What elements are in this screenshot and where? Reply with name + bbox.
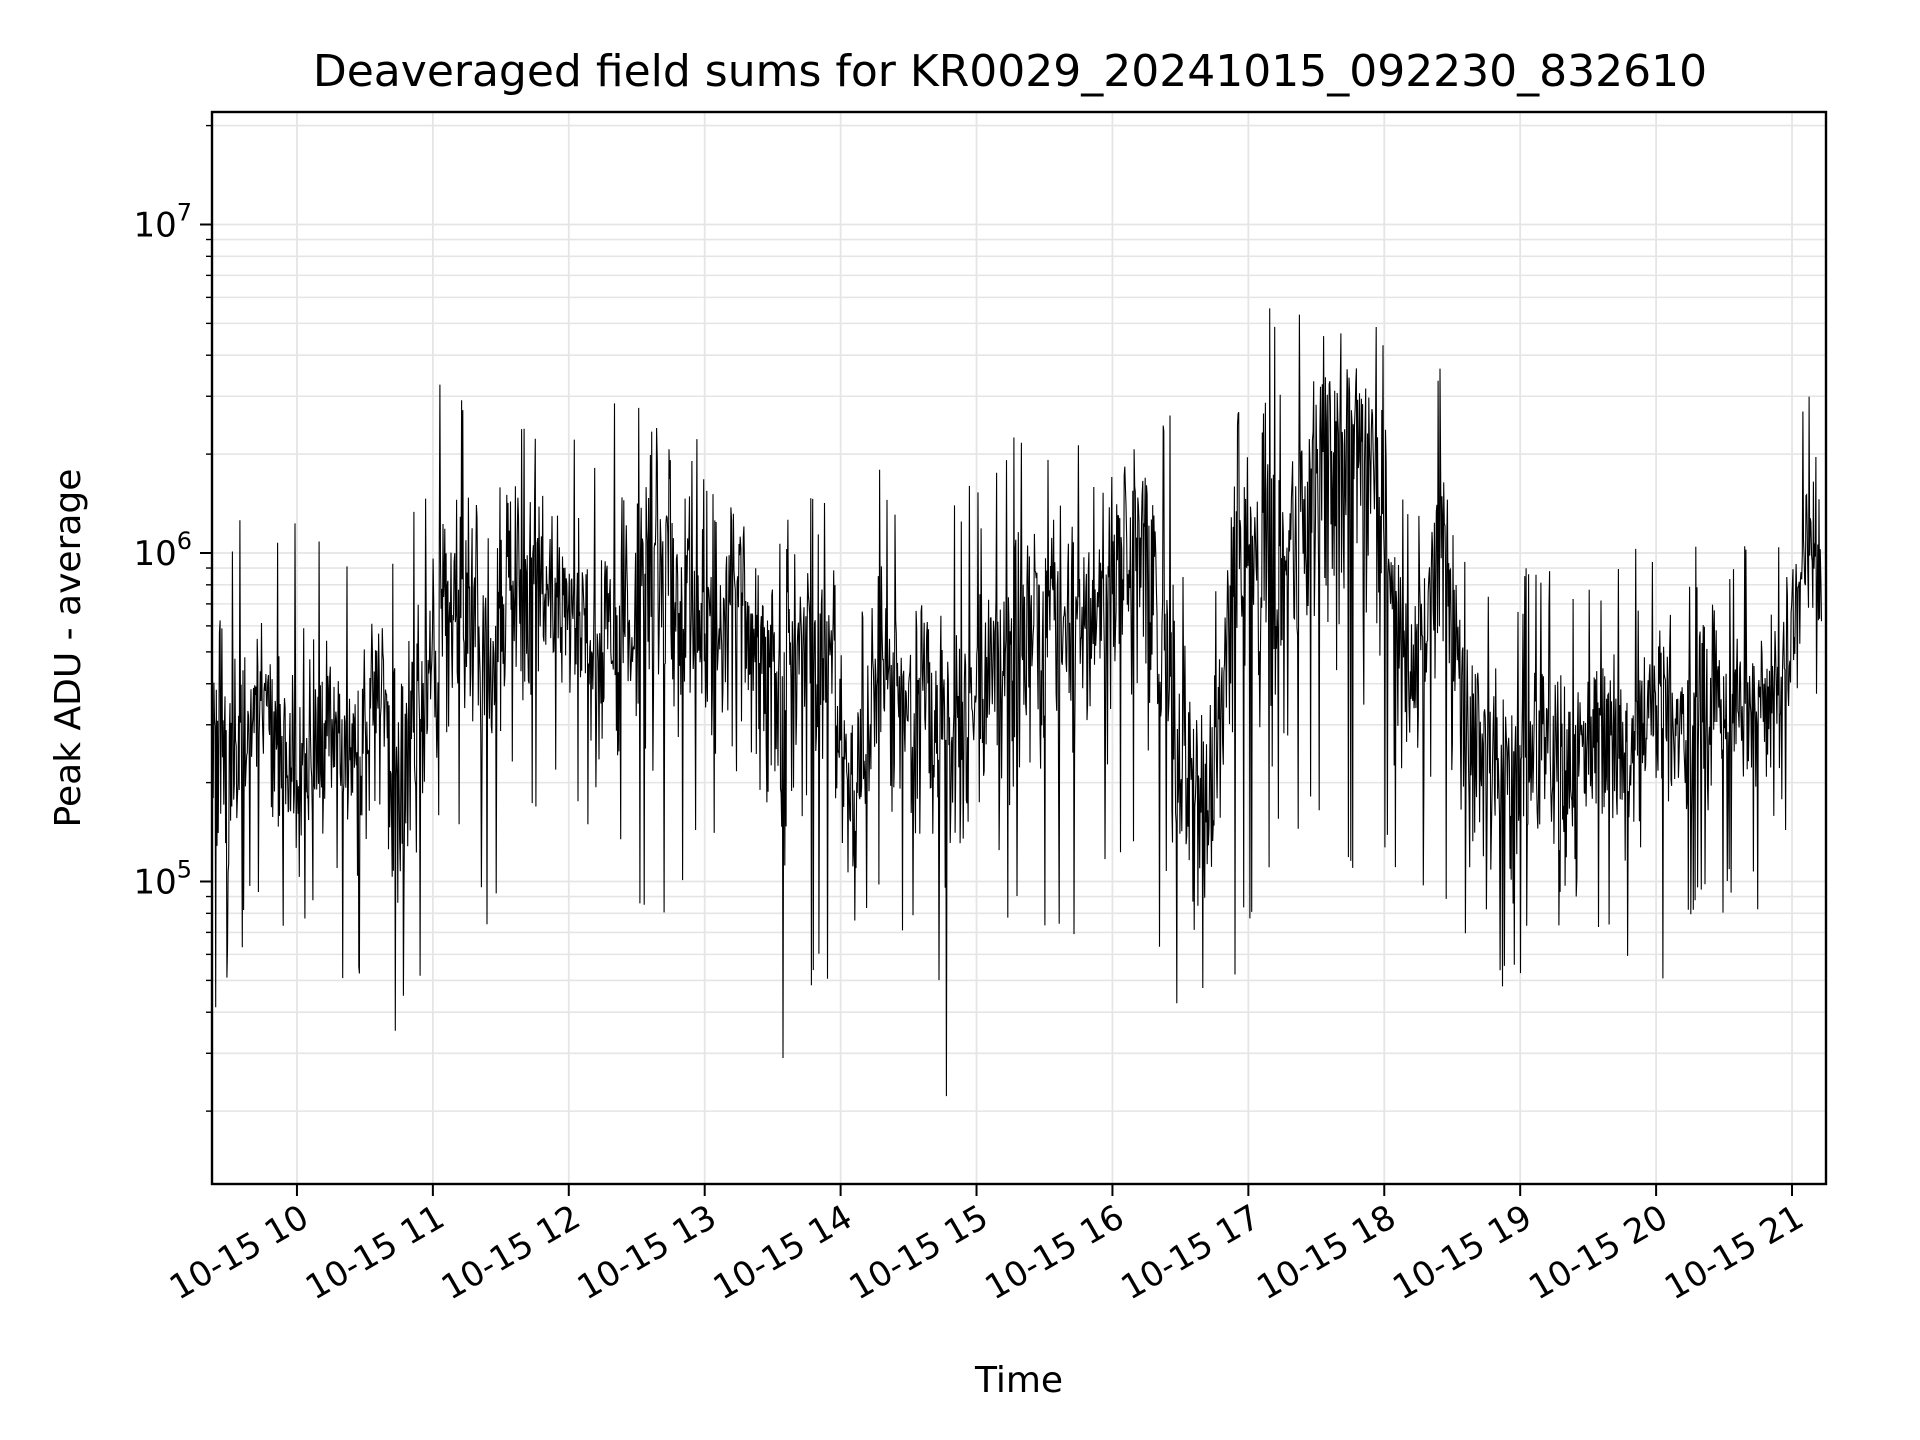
y-axis-label: Peak ADU - average xyxy=(48,469,89,828)
y-tick-label: 106 xyxy=(133,527,192,574)
y-axis: 105 106 107 xyxy=(133,124,212,1112)
plot-area xyxy=(212,308,1823,1097)
y-tick-label: 105 xyxy=(133,856,192,903)
series-line xyxy=(212,308,1823,1097)
plot-frame xyxy=(210,110,1828,1186)
y-tick-label: 107 xyxy=(133,198,192,245)
x-axis-label: Time xyxy=(974,1360,1063,1401)
series-layer xyxy=(212,308,1823,1097)
chart-title: Deaveraged field sums for KR0029_2024101… xyxy=(313,46,1707,97)
